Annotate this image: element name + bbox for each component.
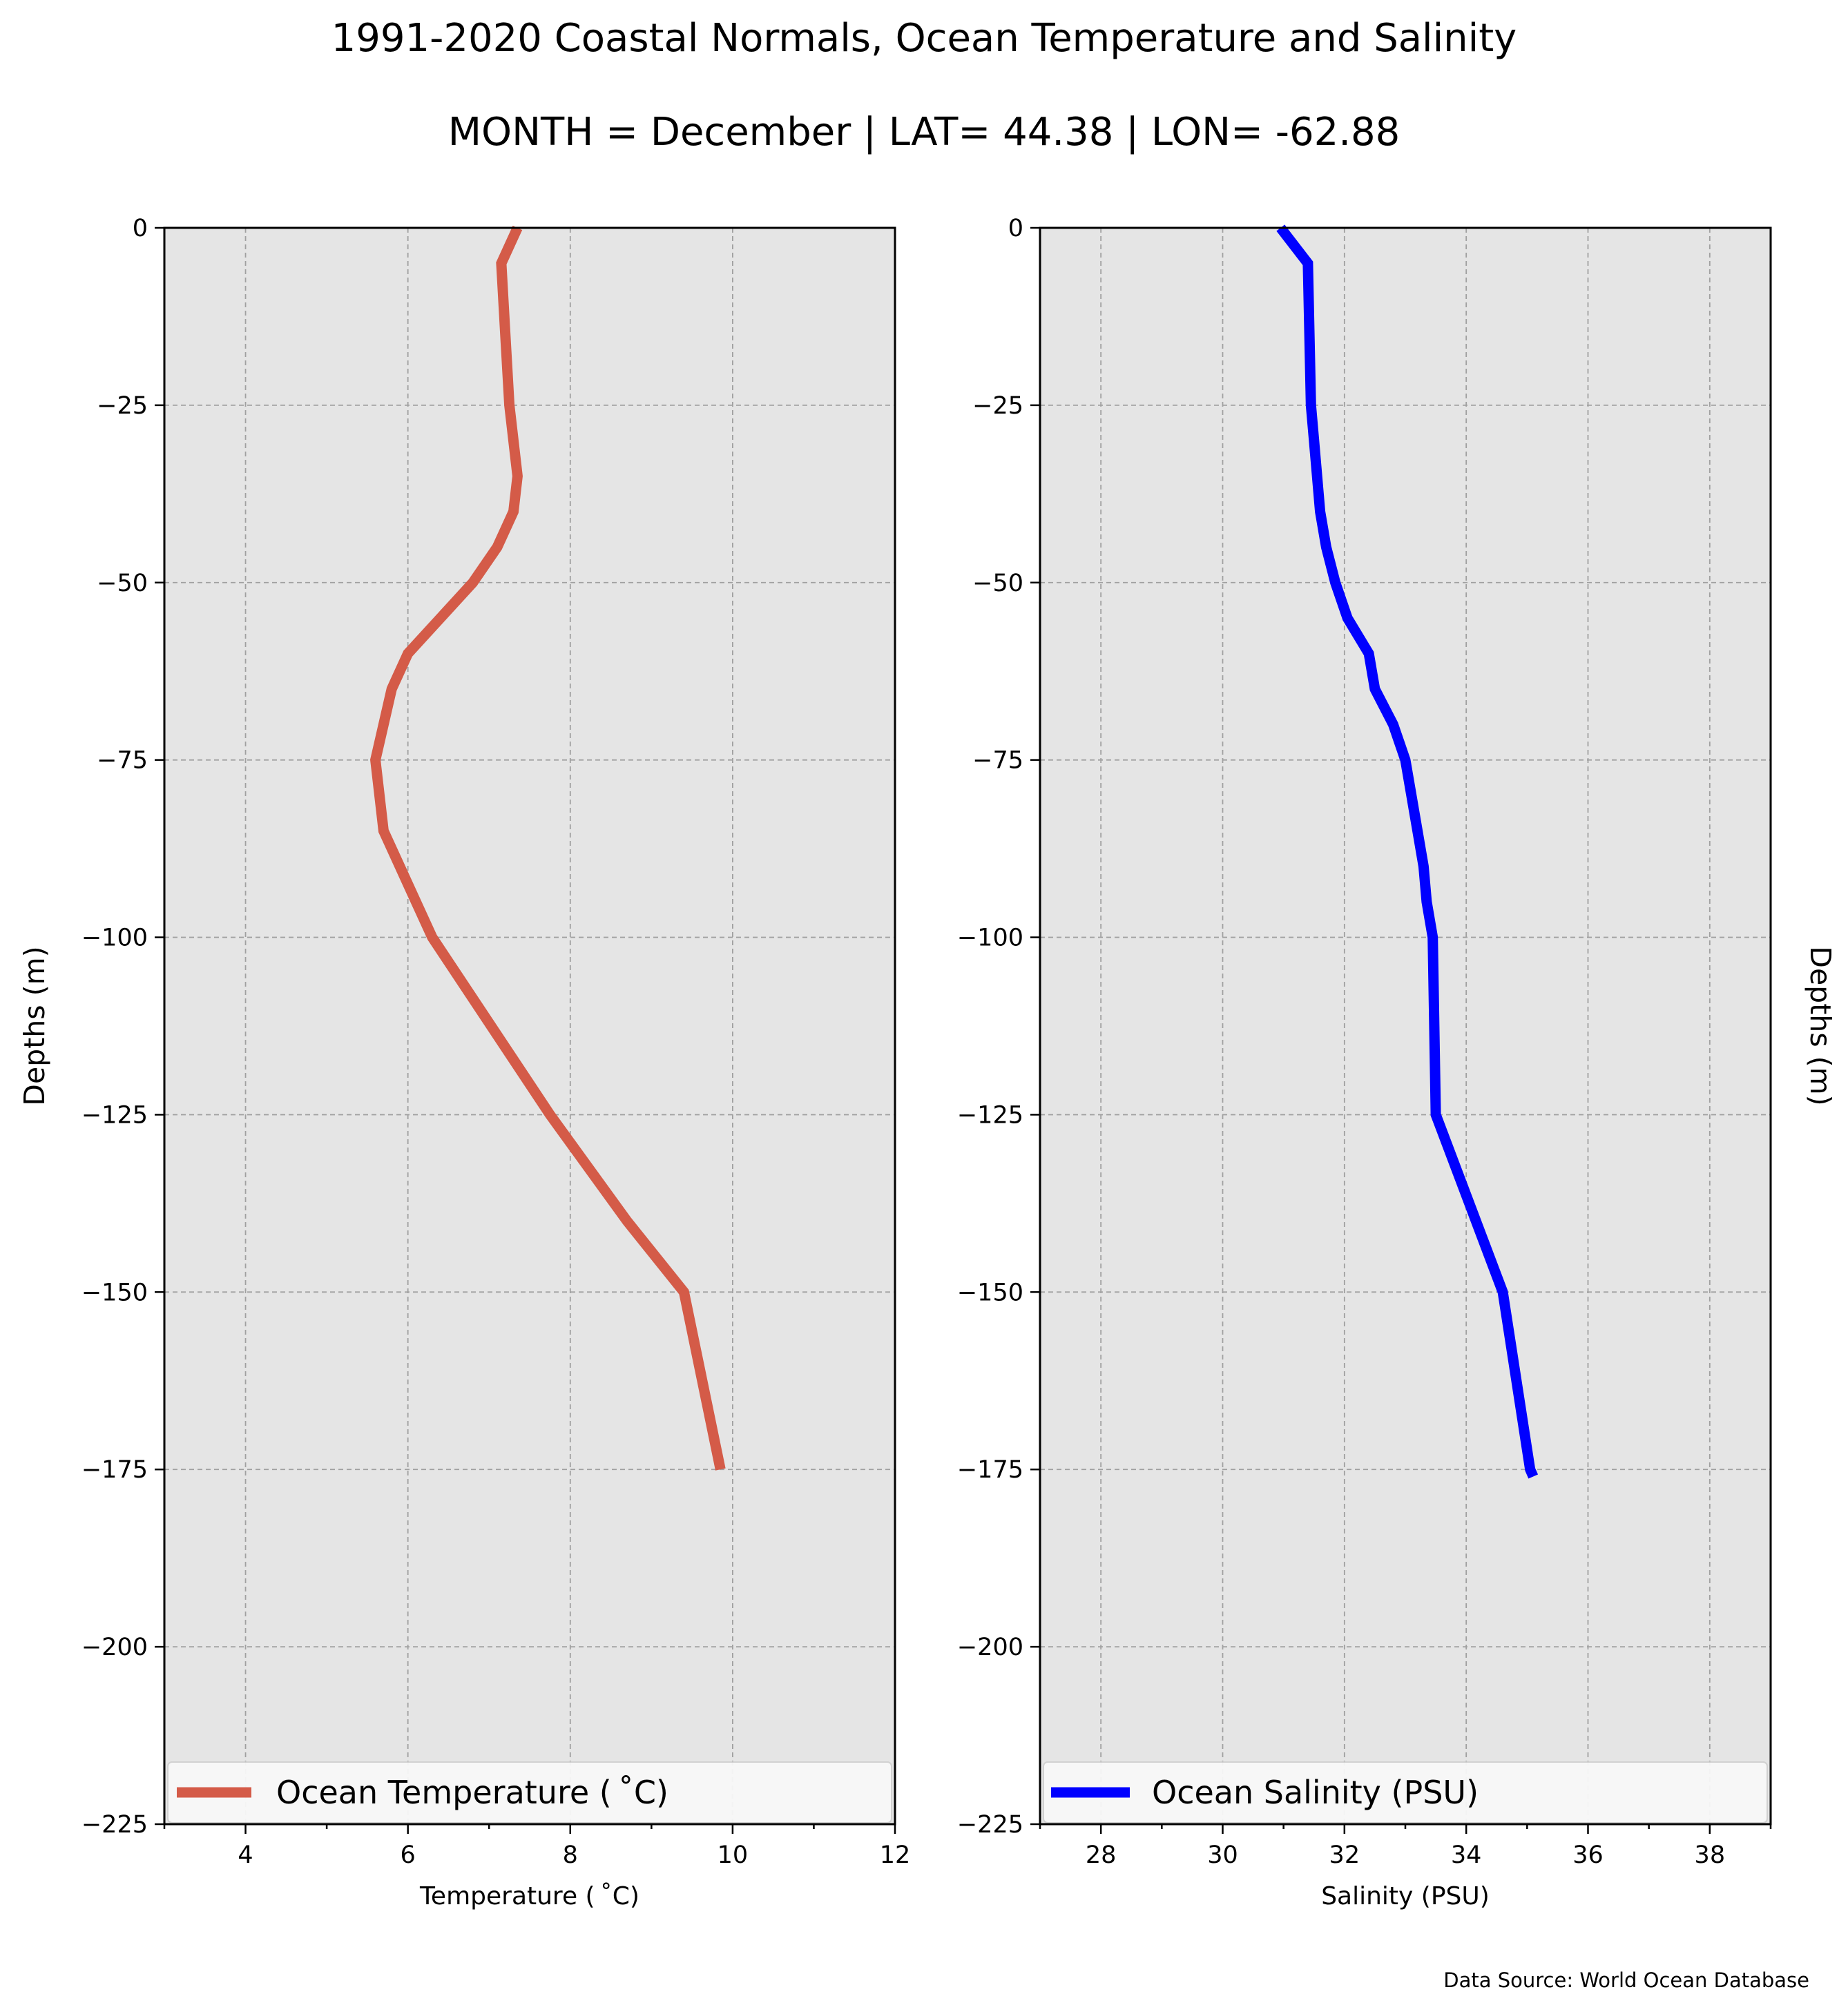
chart-1-xtick-label-4: 36 [1572, 1841, 1604, 1869]
chart-0-x-axis-label: Temperature ( ˚C) [419, 1882, 639, 1910]
chart-0-axis-frame [163, 226, 896, 1826]
data-source-note: Data Source: World Ocean Database [1443, 1968, 1809, 1992]
chart-1-ytick-label-8: −200 [957, 1634, 1023, 1661]
chart-1-ytick-label-0: 0 [1008, 215, 1023, 242]
salinity-panel: Ocean Salinity (PSU) 28 30 32 34 36 38 0 −25 −50 −… [957, 215, 1837, 1910]
figure-title: 1991-2020 Coastal Normals, Ocean Tempera… [331, 16, 1517, 61]
temperature-panel: Ocean Temperature ( ˚C) 4 6 8 10 12 0 −25 −50 −75… [18, 215, 910, 1910]
chart-1-legend-label-0: Ocean Salinity (PSU) [1152, 1774, 1479, 1811]
chart-1-ytick-label-2: −50 [972, 570, 1023, 597]
chart-1-xtick-label-3: 34 [1451, 1841, 1482, 1869]
chart-1-y-axis-label: Depths (m) [1804, 946, 1837, 1105]
figure-subtitle: MONTH = December | LAT= 44.38 | LON= -62… [448, 110, 1401, 155]
chart-1-xtick-label-5: 38 [1695, 1841, 1726, 1869]
chart-0-ytick-label-6: −150 [81, 1279, 148, 1306]
chart-1-ytick-label-5: −125 [957, 1101, 1023, 1129]
chart-1-ytick-label-4: −100 [957, 925, 1023, 952]
chart-0-ytick-label-7: −175 [81, 1456, 148, 1484]
chart-0-legend-label-0: Ocean Temperature ( ˚C) [276, 1774, 668, 1811]
chart-1-xtick-label-1: 30 [1207, 1841, 1238, 1869]
chart-0-xtick-label-2: 8 [563, 1841, 578, 1869]
chart-0-ytick-label-9: −225 [81, 1811, 148, 1839]
chart-1-ytick-label-1: −25 [972, 392, 1023, 420]
chart-0-ytick-label-1: −25 [97, 392, 148, 420]
chart-0-ytick-label-8: −200 [81, 1634, 148, 1661]
chart-0-ytick-label-3: −75 [97, 747, 148, 775]
chart-1-xtick-label-0: 28 [1086, 1841, 1117, 1869]
chart-1-plot-area [1040, 228, 1771, 1824]
chart-0-legend-box [167, 1761, 892, 1823]
chart-0-xtick-label-0: 4 [238, 1841, 253, 1869]
chart-1-legend-box [1043, 1761, 1768, 1823]
chart-1-ytick-label-6: −150 [957, 1279, 1023, 1306]
chart-0-xtick-label-3: 10 [718, 1841, 749, 1869]
chart-1-ytick-label-7: −175 [957, 1456, 1023, 1484]
chart-0-ytick-label-4: −100 [81, 925, 148, 952]
chart-1-xtick-label-2: 32 [1329, 1841, 1360, 1869]
chart-1-x-axis-label: Salinity (PSU) [1321, 1882, 1490, 1910]
chart-0-xtick-label-4: 12 [880, 1841, 911, 1869]
chart-0-plot-area [164, 228, 895, 1824]
chart-1-ytick-label-9: −225 [957, 1811, 1023, 1839]
chart-0-ytick-label-2: −50 [97, 570, 148, 597]
chart-1-ytick-label-3: −75 [972, 747, 1023, 775]
chart-1-series-line-0 [1276, 224, 1539, 1479]
chart-0-series-line-0 [370, 225, 726, 1471]
chart-0-y-axis-label: Depths (m) [18, 946, 51, 1105]
chart-0-ytick-label-0: 0 [133, 215, 148, 242]
chart-0-ytick-label-5: −125 [81, 1101, 148, 1129]
chart-0-xtick-label-1: 6 [401, 1841, 416, 1869]
